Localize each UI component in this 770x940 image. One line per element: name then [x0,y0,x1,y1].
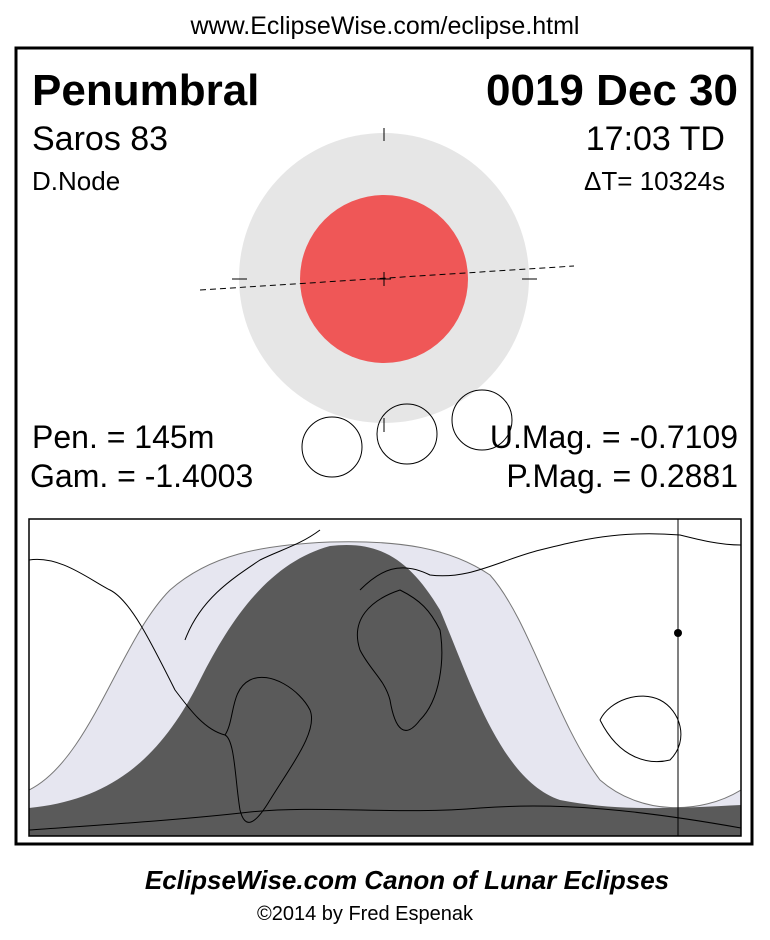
north-america-east-coast [184,529,321,641]
visibility-map [28,518,742,837]
url-header[interactable]: www.EclipseWise.com/eclipse.html [190,12,580,40]
moon-greatest [376,403,438,465]
penumbral-duration: Pen. = 145m [32,419,214,455]
americas-coast [29,558,312,823]
eclipse-date: 0019 Dec 30 [486,66,738,115]
coastlines [29,529,741,831]
australia-coast [599,695,682,763]
penumbral-magnitude: P.Mag. = 0.2881 [506,458,738,494]
antarctica-coast [29,805,741,831]
delta-t: ΔT= 10324s [584,166,725,196]
gamma: Gam. = -1.4003 [30,458,253,494]
ecliptic-line [199,265,575,291]
map-border [28,518,742,837]
footer-title: EclipseWise.com Canon of Lunar Eclipses [145,865,669,895]
umbral-magnitude: U.Mag. = -0.7109 [490,419,738,455]
saros: Saros 83 [32,120,168,158]
moon-first-contact [301,416,363,478]
frame [14,46,754,846]
footer-copyright: ©2014 by Fred Espenak [257,903,474,925]
eclipse-type: Penumbral [32,66,259,115]
africa-coast [356,589,443,731]
node: D.Node [32,166,120,196]
eurasia-coast [359,533,741,591]
shadow-diagram [199,128,575,478]
greatest-eclipse-point [674,629,682,637]
moon-last-contact [451,389,513,451]
umbral-visibility-region [29,544,741,836]
eclipse-time: 17:03 TD [586,120,725,158]
